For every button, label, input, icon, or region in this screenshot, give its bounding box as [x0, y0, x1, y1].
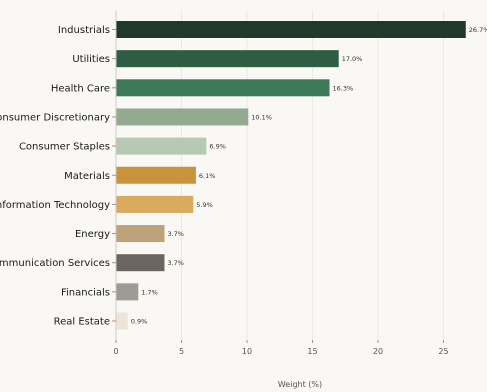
x-axis: 0 5 10 15 20 25	[112, 10, 449, 356]
bar	[116, 254, 165, 272]
bar	[116, 195, 194, 213]
x-tick-label: 10	[242, 347, 252, 356]
bar	[116, 137, 207, 155]
category-label: Real Estate	[54, 317, 110, 328]
category-label: Consumer Discretionary	[0, 112, 110, 123]
value-label: 6.1%	[199, 172, 216, 180]
value-label: 1.7%	[141, 288, 158, 296]
category-labels: Industrials Utilities Health Care Consumer …	[0, 25, 110, 328]
value-label: 3.7%	[167, 230, 184, 238]
category-label: Energy	[75, 229, 110, 240]
value-labels: 26.7% 17.0% 16.3% 10.1% 6.9% 6.1% 5.9% 3.7% 3.7%…	[131, 26, 487, 326]
category-label: Consumer Staples	[19, 142, 110, 153]
bar	[116, 283, 139, 301]
bar	[116, 108, 249, 126]
bar	[116, 50, 339, 68]
bars	[116, 21, 466, 330]
category-label: Industrials	[58, 25, 110, 36]
bar	[116, 166, 196, 184]
x-tick-label: 25	[438, 347, 448, 356]
bar	[116, 21, 466, 38]
category-label: Financials	[61, 287, 110, 298]
x-tick-label: 0	[113, 347, 118, 356]
category-label: Communication Services	[0, 258, 110, 269]
x-axis-title: Weight (%)	[278, 380, 322, 389]
value-label: 6.9%	[209, 143, 226, 151]
x-tick-label: 5	[179, 347, 184, 356]
x-tick-label: 20	[373, 347, 383, 356]
bar	[116, 225, 165, 243]
bar	[116, 312, 128, 330]
value-label: 0.9%	[131, 318, 148, 326]
value-label: 17.0%	[342, 55, 363, 63]
value-label: 5.9%	[196, 201, 213, 209]
category-label: Utilities	[72, 54, 110, 65]
value-label: 3.7%	[167, 259, 184, 267]
category-label: Health Care	[51, 83, 110, 94]
value-label: 16.3%	[333, 84, 354, 92]
value-label: 10.1%	[251, 113, 272, 121]
x-tick-label: 15	[307, 347, 317, 356]
bar	[116, 79, 330, 97]
category-label: Information Technology	[0, 200, 110, 211]
value-label: 26.7%	[469, 26, 487, 34]
category-label: Materials	[64, 171, 110, 182]
